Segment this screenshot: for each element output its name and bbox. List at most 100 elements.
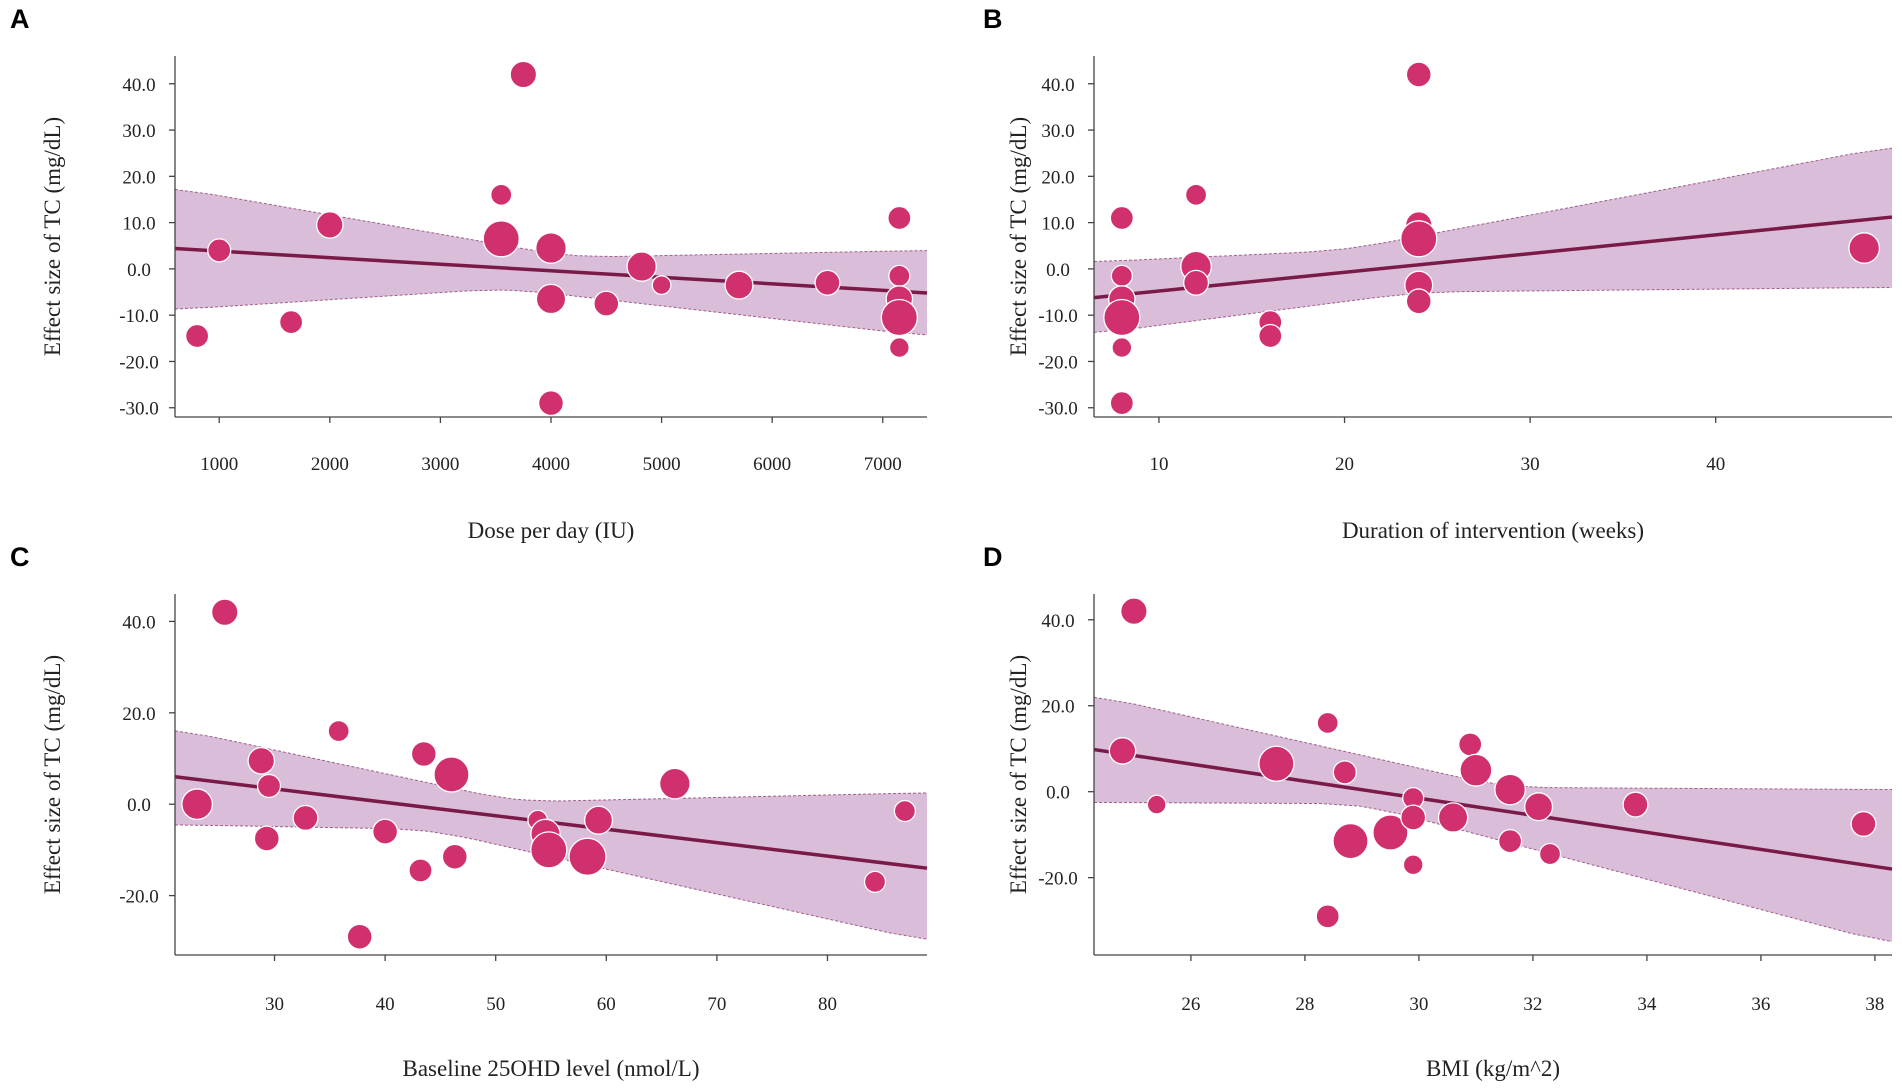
- x-tick-label: 30: [1409, 994, 1428, 1015]
- data-point: [346, 923, 373, 950]
- data-point: [1108, 737, 1137, 765]
- data-point: [315, 211, 344, 239]
- y-tick-label: -20.0: [119, 352, 159, 373]
- x-axis-title: BMI (kg/m^2): [1426, 1056, 1560, 1081]
- data-point: [1109, 205, 1134, 231]
- y-axis-title: Effect size of TC (mg/dL): [40, 655, 65, 894]
- data-point: [1332, 822, 1369, 860]
- data-point: [482, 220, 520, 258]
- y-tick-label: 20.0: [122, 704, 155, 725]
- data-point: [372, 818, 399, 845]
- ci-lower-line: [1093, 287, 1893, 333]
- panel-label-b: B: [983, 4, 1003, 34]
- data-point: [1497, 828, 1523, 854]
- panel-label-c: C: [10, 542, 30, 572]
- data-point: [1258, 745, 1295, 782]
- regression-line: [174, 246, 928, 295]
- data-point: [1400, 220, 1438, 258]
- data-point: [535, 232, 567, 264]
- x-tick-label: 20: [1335, 454, 1354, 475]
- panel-label-a: A: [10, 4, 30, 34]
- data-point: [651, 275, 672, 296]
- data-point: [1405, 61, 1432, 88]
- data-point: [1848, 232, 1881, 264]
- data-point: [327, 719, 350, 743]
- data-point: [888, 337, 910, 359]
- x-tick-label: 4000: [532, 454, 570, 475]
- data-point: [1103, 298, 1141, 337]
- x-tick-label: 30: [1521, 454, 1540, 475]
- y-tick-label: 40.0: [122, 612, 155, 633]
- y-tick-label: 0.0: [1046, 783, 1070, 804]
- data-point: [441, 843, 468, 870]
- panel-c: -20.0 0.0 20.0 40.0 30 40 50 60 70 80 Baseline 25O…: [0, 544, 951, 1088]
- x-axis-title: Dose per day (IU): [468, 518, 635, 543]
- data-point: [593, 290, 620, 317]
- y-tick-label: -30.0: [1038, 399, 1078, 420]
- x-tick-label: 36: [1751, 994, 1770, 1015]
- x-tick-label: 40: [1706, 454, 1725, 475]
- data-point: [253, 825, 280, 852]
- chart-c: -20.0 0.0 20.0 40.0 30 40 50 60 70 80 Baseline 25O…: [40, 594, 928, 1081]
- y-axis-title: Effect size of TC (mg/dL): [1006, 655, 1031, 894]
- y-tick-label: 40.0: [1041, 75, 1074, 96]
- data-point: [1437, 802, 1469, 833]
- data-point: [1524, 792, 1554, 822]
- data-point: [1538, 842, 1562, 866]
- data-point: [880, 298, 919, 337]
- y-tick-label: 10.0: [122, 214, 155, 235]
- regression-line: [1093, 215, 1893, 300]
- data-point: [292, 804, 319, 831]
- x-tick-label: 1000: [200, 454, 238, 475]
- data-point: [1400, 804, 1427, 831]
- data-point: [1622, 791, 1649, 818]
- data-point: [1120, 597, 1148, 626]
- panel-d: -20.0 0.0 20.0 40.0 26 28 30 32 34 36 38 BMI (kg/m^…: [951, 544, 1902, 1088]
- y-tick-label: 40.0: [122, 75, 155, 96]
- x-axis-title: Duration of intervention (weeks): [1342, 518, 1644, 543]
- ci-upper-line: [174, 730, 928, 802]
- data-point: [1459, 753, 1493, 787]
- x-tick-label: 70: [707, 994, 726, 1015]
- y-tick-label: -20.0: [1038, 352, 1078, 373]
- y-tick-label: 30.0: [122, 121, 155, 142]
- data-point: [535, 283, 567, 315]
- y-tick-label: 0.0: [1046, 260, 1070, 281]
- y-tick-label: 30.0: [1041, 121, 1074, 142]
- data-point: [1184, 183, 1208, 206]
- data-point: [1183, 269, 1210, 296]
- data-point: [658, 767, 691, 800]
- panel-b: -30.0 -20.0 -10.0 0.0 10.0 20.0 30.0 40.0 10 20 30…: [951, 0, 1902, 544]
- data-point: [490, 183, 513, 206]
- x-tick-label: 40: [376, 994, 395, 1015]
- data-point: [1332, 760, 1357, 785]
- data-point: [1458, 732, 1483, 757]
- ci-upper-line: [1093, 696, 1893, 790]
- data-point: [537, 390, 565, 417]
- x-tick-label: 34: [1637, 994, 1657, 1015]
- data-point: [1258, 323, 1283, 349]
- data-point: [1405, 288, 1432, 315]
- regression-line: [1093, 747, 1893, 871]
- y-tick-label: -10.0: [1038, 306, 1078, 327]
- panel-a: -30.0 -20.0 -10.0 0.0 10.0 20.0 30.0 40.0 1000 20…: [0, 0, 951, 544]
- x-tick-label: 6000: [753, 454, 791, 475]
- ci-upper-line: [1093, 147, 1893, 262]
- y-tick-label: -10.0: [119, 306, 159, 327]
- data-point: [256, 773, 282, 799]
- y-tick-label: 0.0: [127, 260, 151, 281]
- x-tick-label: 3000: [421, 454, 459, 475]
- y-tick-label: 10.0: [1041, 214, 1074, 235]
- data-point: [433, 756, 470, 793]
- data-point: [1111, 337, 1133, 359]
- confidence-band: [1094, 148, 1892, 333]
- y-tick-label: -20.0: [1038, 869, 1078, 890]
- data-point: [583, 805, 614, 835]
- data-point: [278, 309, 304, 335]
- data-point: [1372, 814, 1409, 851]
- data-point: [408, 858, 433, 883]
- x-tick-label: 7000: [864, 454, 902, 475]
- y-tick-label: -30.0: [119, 399, 159, 420]
- y-tick-label: 20.0: [122, 167, 155, 188]
- x-axis-title: Baseline 25OHD level (nmol/L): [402, 1056, 699, 1081]
